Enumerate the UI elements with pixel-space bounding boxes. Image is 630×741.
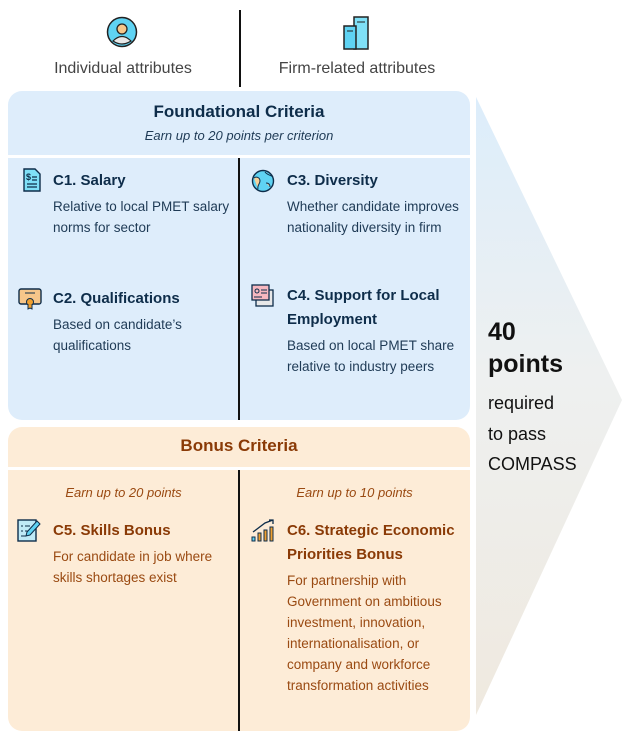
criterion-desc: Relative to local PMET salary norms for … xyxy=(53,199,230,235)
criterion-desc: Based on local PMET share relative to in… xyxy=(287,338,455,374)
criterion-c4: C4. Support for Local Employment Based o… xyxy=(287,284,467,377)
column-divider xyxy=(238,470,240,731)
criterion-c3: C3. Diversity Whether candidate improves… xyxy=(287,169,467,238)
person-icon xyxy=(106,16,138,48)
growth-chart-icon xyxy=(251,519,274,542)
requirement-text-1: required xyxy=(488,393,555,413)
criterion-c5: C5. Skills Bonus For candidate in job wh… xyxy=(53,519,233,588)
svg-text:$: $ xyxy=(26,172,31,182)
firm-attributes-label: Firm-related attributes xyxy=(278,60,436,77)
criterion-c6: C6. Strategic Economic Priorities Bonus … xyxy=(287,519,467,696)
criterion-c2: C2. Qualifications Based on candidate’s … xyxy=(53,287,233,356)
building-icon xyxy=(343,16,369,50)
foundational-criteria-panel: Foundational Criteria Earn up to 20 poin… xyxy=(8,91,470,420)
globe-icon xyxy=(251,169,275,193)
criterion-title: C5. Skills Bonus xyxy=(53,522,171,539)
requirement-text-3: COMPASS xyxy=(488,454,577,474)
salary-document-icon: $ xyxy=(23,168,41,192)
header-divider xyxy=(239,10,241,87)
foundational-title: Foundational Criteria xyxy=(153,102,325,121)
bonus-title: Bonus Criteria xyxy=(180,436,298,455)
criterion-c1: C1. Salary Relative to local PMET salary… xyxy=(53,169,233,238)
c5-points: Earn up to 20 points xyxy=(65,485,182,500)
requirement-arrow xyxy=(476,97,622,715)
criterion-desc: Based on candidate’s qualifications xyxy=(53,317,182,353)
clipboard-pen-icon xyxy=(17,519,41,542)
requirement-text-2: to pass xyxy=(488,424,547,444)
criterion-title: C6. Strategic Economic Priorities Bonus xyxy=(287,522,455,563)
required-points: 40 xyxy=(488,318,516,346)
c6-points: Earn up to 10 points xyxy=(296,485,413,500)
foundational-subtitle: Earn up to 20 points per criterion xyxy=(144,128,334,143)
criterion-title: C1. Salary xyxy=(53,172,126,189)
column-divider xyxy=(238,158,240,420)
certificate-icon xyxy=(18,288,42,310)
criterion-title: C4. Support for Local Employment xyxy=(287,287,440,328)
id-cards-icon xyxy=(251,284,274,307)
individual-attributes-label: Individual attributes xyxy=(54,60,192,77)
points-unit: points xyxy=(488,350,563,378)
criterion-title: C2. Qualifications xyxy=(53,290,180,307)
criterion-title: C3. Diversity xyxy=(287,172,378,189)
divider xyxy=(8,155,470,158)
divider xyxy=(8,467,470,470)
bonus-criteria-panel: Bonus Criteria Earn up to 20 points Earn… xyxy=(8,427,470,731)
criterion-desc: Whether candidate improves nationality d… xyxy=(287,199,459,235)
criterion-desc: For partnership with Government on ambit… xyxy=(287,573,442,693)
criterion-desc: For candidate in job where skills shorta… xyxy=(53,549,213,585)
